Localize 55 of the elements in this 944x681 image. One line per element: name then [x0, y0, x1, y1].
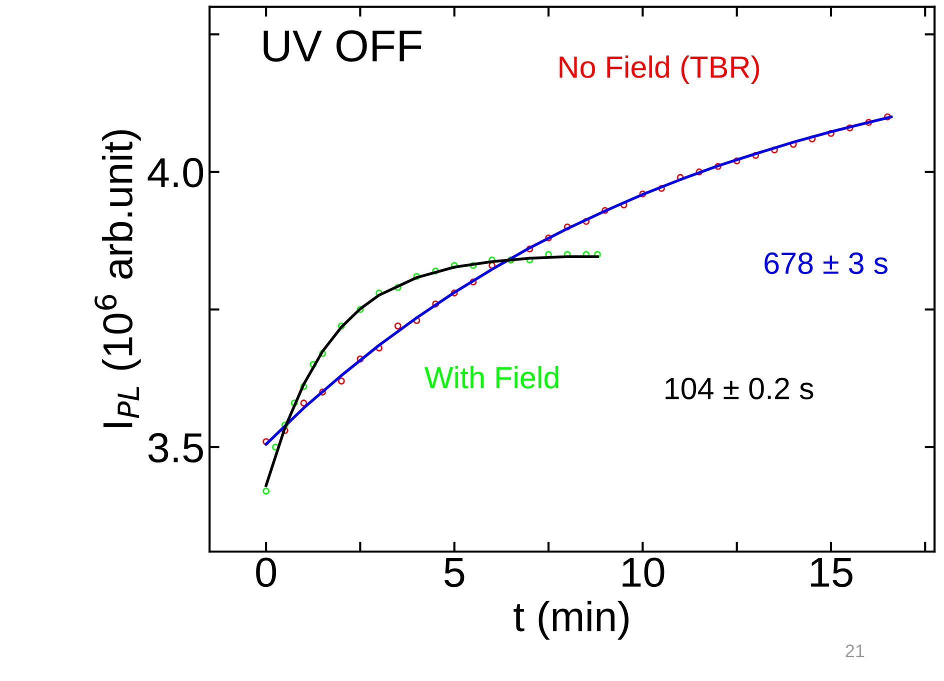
point: [865, 118, 872, 126]
point: [602, 206, 608, 214]
point: [413, 272, 420, 280]
point: [319, 388, 326, 396]
point: [262, 488, 270, 495]
x-tick-label: 15: [810, 558, 852, 588]
point: [356, 306, 364, 313]
point: [394, 284, 402, 291]
x-tick-label: 5: [444, 558, 464, 588]
text: 21: [846, 644, 864, 658]
annotation: UV OFF: [264, 30, 422, 62]
point: [582, 218, 590, 225]
point: [714, 162, 722, 170]
point: [884, 113, 891, 120]
point: [338, 378, 345, 384]
point: [394, 322, 402, 330]
x-axis-title: t (min): [514, 600, 629, 640]
point: [356, 356, 364, 362]
point: [272, 444, 279, 451]
point: [300, 400, 308, 406]
point: [752, 152, 760, 159]
point: [564, 223, 571, 230]
y-tick-label: 4.0: [148, 158, 204, 188]
x-tick-label: 10: [622, 558, 664, 588]
point: [639, 190, 646, 198]
x-tick-label: 0: [256, 558, 276, 588]
point: [310, 361, 317, 368]
point: [338, 322, 345, 330]
point: [846, 124, 854, 132]
point: [808, 135, 816, 142]
point: [658, 184, 665, 192]
point: [771, 146, 778, 154]
point: [450, 289, 458, 296]
point: [733, 157, 740, 164]
point: [545, 234, 552, 242]
point: [696, 168, 703, 176]
text: 104 ± 0.2 s: [666, 378, 814, 400]
point: [432, 267, 440, 274]
point: [432, 300, 440, 308]
point: [526, 256, 534, 264]
y-tick-label: 3.5: [148, 433, 203, 463]
point: [470, 278, 477, 286]
text: 678 ± 3 s: [764, 252, 888, 274]
text: No Field (TBR): [560, 55, 760, 84]
point: [290, 400, 298, 406]
point: [300, 383, 308, 390]
y-axis-title: I$_{PL}$ (10$^{6}$ arb.unit): [94, 130, 141, 428]
point: [526, 245, 534, 252]
point: [828, 130, 834, 137]
point: [450, 262, 458, 269]
point: [319, 350, 326, 357]
text: With Field: [424, 366, 558, 388]
point: [488, 256, 496, 264]
point: [470, 262, 477, 269]
point: [488, 262, 496, 269]
